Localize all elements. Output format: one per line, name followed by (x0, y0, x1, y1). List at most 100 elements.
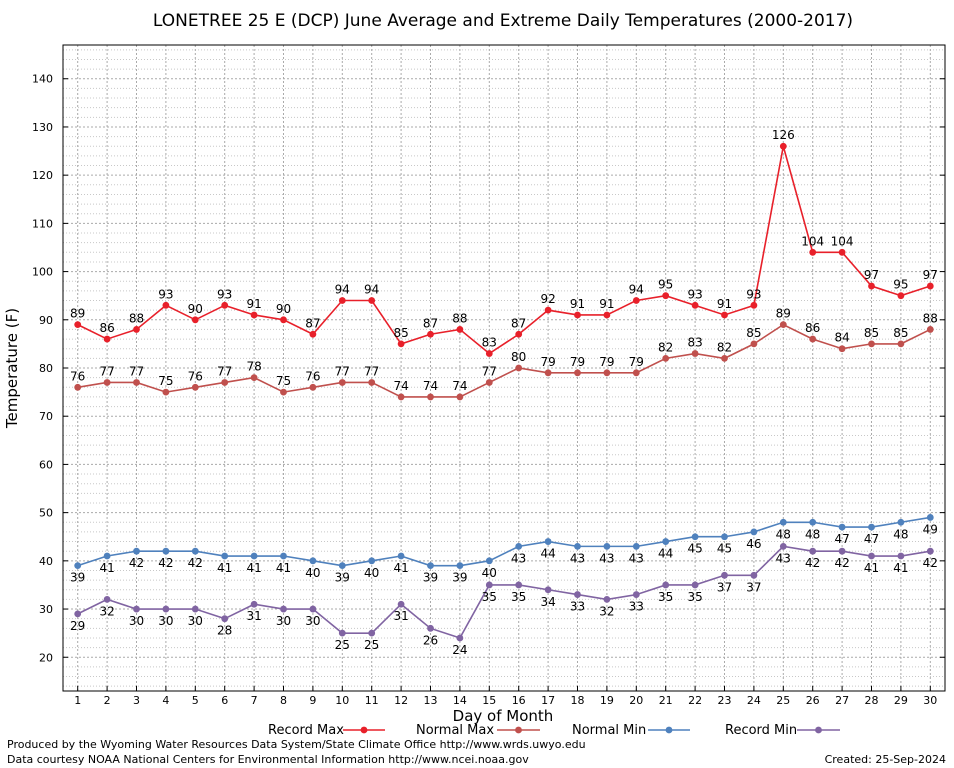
normal-max-point (74, 383, 82, 391)
normal-max-point (838, 345, 846, 353)
record-min-data-label: 35 (687, 590, 702, 604)
normal-max-line (77, 323, 931, 398)
normal-min-point (779, 518, 787, 526)
record-min-data-label: 32 (99, 604, 114, 618)
x-axis-ticks: 1 2 3 4 5 6 7 8 9 10 11 12 13 14 15 16 17 18 19 20 21 22 23 24 2… (74, 686, 937, 707)
record-min-point (74, 610, 82, 618)
chart-title: LONETREE 25 E (DCP) June Average and Ext… (153, 11, 853, 31)
normal-min-data-label: 41 (276, 561, 291, 575)
normal-min-data-label: 48 (776, 527, 791, 541)
record-min-series: 29 32 30 30 30 28 31 30 30 25 25 31 26 24 35 35 34 33 32 33… (70, 542, 938, 657)
normal-min-data-label: 39 (423, 571, 438, 585)
record-max-data-label: 91 (246, 297, 261, 311)
x-tick-label: 25 (776, 694, 790, 707)
normal-max-data-label: 85 (864, 326, 879, 340)
y-tick-label: 80 (39, 362, 53, 375)
normal-min-point (574, 542, 581, 550)
normal-max-data-label: 79 (599, 355, 614, 369)
record-min-data-label: 24 (452, 643, 467, 657)
record-max-series: 89 86 88 93 90 93 91 90 87 94 94 85 87 88 83 87 92 91 91 94… (70, 128, 938, 357)
record-max-point (427, 330, 434, 338)
record-max-data-label: 126 (772, 128, 795, 142)
record-min-point (691, 581, 699, 589)
normal-min-data-label: 44 (540, 547, 555, 561)
record-min-point (309, 605, 317, 613)
normal-max-data-label: 77 (217, 364, 232, 378)
y-axis-ticks: 20 30 40 50 60 70 80 90 100 110 120 130 140 (32, 73, 945, 664)
normal-min-data-label: 49 (923, 522, 938, 536)
normal-max-point (721, 354, 728, 362)
x-tick-label: 27 (835, 694, 849, 707)
record-min-point (250, 600, 258, 608)
x-tick-label: 24 (747, 694, 761, 707)
normal-min-series: 39 41 42 42 42 41 41 41 40 39 40 41 39 39 40 43 44 43 43 43… (70, 514, 938, 585)
y-tick-label: 100 (32, 266, 53, 279)
record-max-data-label: 83 (482, 336, 497, 350)
record-max-data-label: 90 (276, 302, 291, 316)
y-axis-label: Temperature (F) (3, 308, 21, 429)
record-min-point (133, 605, 140, 613)
record-min-data-label: 30 (158, 614, 173, 628)
normal-max-data-label: 77 (129, 364, 144, 378)
footer-produced-by: Produced by the Wyoming Water Resources … (7, 738, 586, 751)
record-min-data-label: 37 (717, 580, 732, 594)
normal-max-data-label: 74 (393, 379, 408, 393)
record-max-data-label: 95 (893, 278, 908, 292)
normal-max-point (779, 321, 787, 329)
x-tick-label: 17 (541, 694, 555, 707)
x-tick-label: 22 (688, 694, 702, 707)
legend-swatch-marker (515, 726, 522, 734)
record-min-data-label: 41 (893, 561, 908, 575)
normal-min-data-label: 42 (129, 556, 144, 570)
normal-max-point (309, 383, 317, 391)
normal-min-data-label: 43 (511, 551, 526, 565)
normal-min-point (397, 552, 405, 560)
x-tick-label: 8 (280, 694, 287, 707)
normal-min-point (338, 562, 346, 570)
record-max-point (838, 248, 846, 256)
normal-max-point (691, 350, 699, 357)
record-max-data-label: 93 (687, 287, 702, 301)
record-max-data-label: 104 (831, 234, 854, 248)
record-max-point (280, 316, 287, 324)
record-min-point (485, 581, 493, 589)
record-max-data-label: 95 (658, 278, 673, 292)
record-min-point (456, 634, 464, 642)
x-tick-label: 11 (365, 694, 379, 707)
record-min-data-label: 34 (540, 595, 555, 609)
normal-min-point (662, 538, 670, 545)
normal-min-data-label: 39 (70, 571, 85, 585)
record-max-point (133, 326, 140, 333)
record-min-data-label: 30 (188, 614, 203, 628)
normal-min-point (250, 552, 258, 560)
record-max-data-label: 97 (864, 268, 879, 282)
x-tick-label: 29 (894, 694, 908, 707)
normal-min-point (456, 562, 464, 570)
x-tick-label: 3 (133, 694, 140, 707)
record-min-point (603, 596, 611, 603)
legend-swatch-marker (815, 726, 822, 734)
record-min-data-label: 42 (805, 556, 820, 570)
normal-min-data-label: 48 (893, 527, 908, 541)
normal-min-point (309, 557, 317, 565)
normal-min-point (691, 533, 699, 541)
record-min-data-label: 41 (864, 561, 879, 575)
normal-min-point (74, 562, 82, 570)
normal-max-data-label: 77 (364, 364, 379, 378)
record-min-data-label: 29 (70, 619, 85, 633)
record-max-point (74, 321, 82, 329)
normal-min-point (162, 547, 170, 555)
normal-min-data-label: 39 (335, 571, 350, 585)
record-max-point (338, 297, 346, 304)
normal-min-point (897, 518, 905, 526)
x-tick-label: 4 (162, 694, 169, 707)
normal-max-point (250, 374, 258, 382)
x-tick-label: 14 (453, 694, 467, 707)
record-min-data-label: 32 (599, 604, 614, 618)
record-max-point (691, 301, 699, 309)
record-min-data-label: 33 (629, 600, 644, 614)
record-min-point (897, 552, 905, 560)
record-min-data-label: 35 (658, 590, 673, 604)
legend-label-record-min: Record Min (725, 723, 797, 738)
